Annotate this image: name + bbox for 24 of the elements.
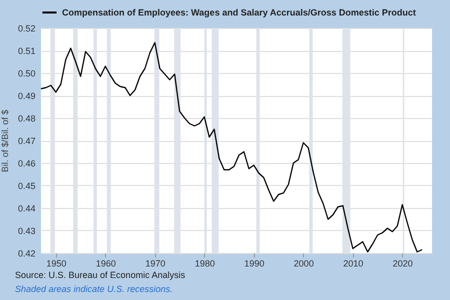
y-tick-label: 0.46 bbox=[18, 158, 36, 168]
y-tick-label: 0.50 bbox=[18, 68, 36, 78]
y-tick-label: 0.49 bbox=[18, 91, 36, 101]
x-tick-label: 2020 bbox=[392, 258, 413, 268]
y-tick-label: 0.45 bbox=[18, 181, 36, 191]
x-tick-label: 2000 bbox=[294, 258, 314, 268]
x-tick-label: 2010 bbox=[343, 258, 364, 268]
y-tick-label: 0.42 bbox=[18, 248, 36, 258]
y-axis-title: Bil. of $/Bil. of $ bbox=[0, 110, 10, 172]
x-tick-label: 1970 bbox=[145, 258, 166, 268]
y-tick-label: 0.51 bbox=[18, 46, 36, 56]
y-tick-label: 0.48 bbox=[18, 114, 36, 124]
text: Shaded areas indicate U.S. recessions. bbox=[15, 283, 174, 296]
x-tick-label: 1990 bbox=[244, 258, 264, 268]
x-tick-label: 1950 bbox=[46, 258, 66, 268]
y-tick-label: 0.44 bbox=[18, 204, 36, 214]
source-note: Source: U.S. Bureau of Economic Analysis bbox=[15, 269, 186, 282]
y-tick-label: 0.52 bbox=[18, 24, 36, 34]
x-tick-label: 1980 bbox=[194, 258, 215, 268]
line-series bbox=[40, 42, 423, 252]
legend-label: Compensation of Employees: Wages and Salary Accruals/Gross Domestic Product bbox=[62, 8, 416, 18]
x-tick-label: 1960 bbox=[96, 258, 116, 268]
y-tick-label: 0.47 bbox=[18, 136, 36, 146]
y-tick-label: 0.43 bbox=[18, 226, 36, 236]
